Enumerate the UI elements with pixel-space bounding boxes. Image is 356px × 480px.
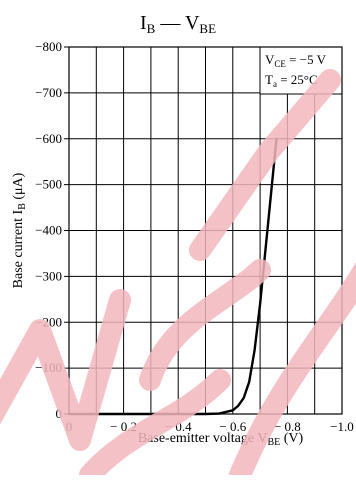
y-axis-label: Base current IB (μA) [11, 172, 28, 288]
x-tick-label: −1.0 [330, 419, 354, 434]
annotation-ta: Ta = 25°C [265, 72, 318, 89]
ticks-layer: 0− 0.2− 0.4− 0.6− 0.8 −1.00−100−200−300−4… [35, 39, 354, 434]
grid-layer [69, 47, 342, 414]
x-axis-label-sub: BE [267, 437, 280, 448]
y-tick-label: −200 [35, 314, 62, 329]
annotation-ta-main: T [265, 72, 273, 87]
chart-title-dash: — V [155, 12, 200, 34]
annotation-vce-rest: = −5 V [286, 52, 327, 67]
y-axis-label-main: Base current I [11, 209, 26, 288]
x-axis-label-main: Base-emitter voltage V [138, 431, 268, 446]
y-axis-label-sub: B [17, 203, 28, 210]
y-tick-label: −800 [35, 39, 62, 54]
annotation-vce-sub: CE [274, 59, 286, 69]
y-tick-label: −100 [35, 360, 62, 375]
x-tick-label: − 0.2 [110, 419, 137, 434]
x-axis-label-unit: (V) [280, 431, 303, 446]
annotation-vce: VCE = −5 V [265, 52, 327, 69]
chart-title-sub: B [147, 21, 156, 36]
x-tick-label: 0 [66, 419, 73, 434]
annotation-vce-main: V [265, 52, 275, 67]
y-tick-label: −400 [35, 223, 62, 238]
y-tick-label: −600 [35, 131, 62, 146]
y-tick-label: −500 [35, 177, 62, 192]
y-tick-label: −700 [35, 85, 62, 100]
y-axis-label-unit: (μA) [11, 172, 26, 203]
chart-title-main: I [140, 12, 147, 34]
chart-title: IB — VBE [140, 12, 216, 36]
y-tick-label: 0 [56, 406, 63, 421]
chart-title-sub2: BE [199, 21, 216, 36]
annotation-ta-rest: = 25°C [277, 72, 318, 87]
y-tick-label: −300 [35, 268, 62, 283]
